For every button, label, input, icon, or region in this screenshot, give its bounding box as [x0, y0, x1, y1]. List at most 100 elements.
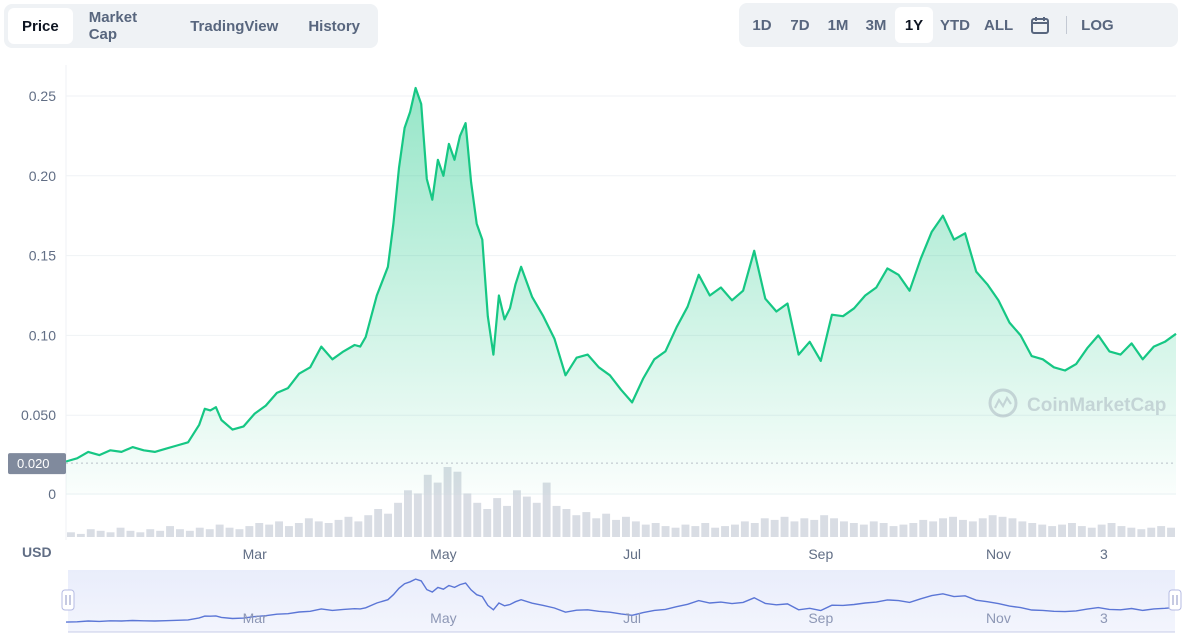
volume-bar	[820, 515, 829, 537]
volume-bars	[67, 467, 1175, 537]
range-7d[interactable]: 7D	[790, 16, 810, 34]
volume-bar	[146, 529, 155, 537]
volume-bar	[493, 498, 502, 537]
volume-bar	[978, 518, 987, 537]
volume-bar	[1147, 527, 1156, 537]
calendar-icon[interactable]	[1020, 7, 1060, 43]
range-1m[interactable]: 1M	[827, 16, 849, 34]
volume-bar	[542, 482, 551, 537]
volume-bar	[384, 513, 392, 537]
volume-bar	[334, 519, 343, 537]
tab-history[interactable]: History	[308, 17, 360, 35]
volume-bar	[76, 533, 85, 537]
volume-bar	[96, 530, 105, 537]
volume-bar	[988, 515, 997, 537]
y-tick-label: 0.25	[29, 88, 56, 104]
volume-bar	[572, 515, 581, 537]
volume-bar	[86, 529, 95, 537]
volume-bar	[354, 521, 363, 537]
volume-bar	[1127, 527, 1136, 537]
range-ytd[interactable]: YTD	[940, 16, 970, 34]
navigator-tick-label: May	[430, 610, 456, 626]
volume-bar	[473, 502, 482, 537]
volume-bar	[503, 505, 511, 537]
range-1d[interactable]: 1D	[752, 16, 772, 34]
volume-bar	[1068, 523, 1076, 537]
volume-bar	[731, 524, 739, 537]
volume-bar	[562, 509, 571, 537]
volume-bar	[780, 516, 789, 537]
volume-bar	[67, 532, 75, 537]
volume-bar	[859, 524, 868, 537]
volume-bar	[195, 527, 204, 537]
volume-bar	[215, 524, 224, 537]
volume-bar	[949, 516, 957, 537]
y-tick-label: 0.050	[21, 407, 56, 423]
volume-bar	[721, 526, 729, 537]
y-tick-label: 0.10	[29, 327, 56, 343]
tab-price[interactable]: Price	[8, 8, 73, 44]
navigator-tick-label: Nov	[986, 610, 1011, 626]
x-tick-label: Sep	[808, 546, 833, 562]
volume-bar	[879, 523, 888, 537]
price-line	[65, 86, 1177, 463]
volume-bar	[641, 524, 650, 537]
volume-bar	[235, 529, 244, 537]
volume-bar	[899, 524, 908, 537]
range-1y[interactable]: 1Y	[895, 7, 933, 43]
navigator-range[interactable]	[68, 570, 1175, 632]
volume-bar	[166, 526, 174, 537]
coinmarketcap-watermark: CoinMarketCap	[988, 388, 1166, 418]
volume-bar	[265, 524, 274, 537]
y-tick-label: 0	[48, 486, 56, 502]
volume-bar	[631, 521, 640, 537]
volume-bar	[671, 527, 680, 537]
volume-bar	[513, 490, 521, 537]
volume-bar	[324, 523, 333, 537]
volume-bar	[116, 527, 125, 537]
volume-bar	[225, 527, 234, 537]
volume-bar	[245, 526, 254, 537]
navigator-left-handle[interactable]	[61, 589, 75, 611]
log-scale-toggle[interactable]: LOG	[1081, 16, 1114, 34]
volume-bar	[1107, 523, 1116, 537]
tab-tradingview[interactable]: TradingView	[190, 17, 279, 35]
current-price-tag	[8, 453, 66, 475]
volume-bar	[156, 530, 165, 537]
navigator-right-handle[interactable]	[1168, 589, 1182, 611]
x-tick-label: May	[430, 546, 456, 562]
volume-bar	[1117, 526, 1126, 537]
volume-bar	[1157, 526, 1166, 537]
currency-label: USD	[22, 544, 52, 560]
volume-bar	[176, 529, 184, 537]
navigator-labels: Mar May Jul Sep Nov 3	[243, 610, 1108, 626]
volume-bar	[443, 467, 452, 537]
volume-bar	[701, 523, 710, 537]
volume-bar	[532, 502, 541, 537]
range-all[interactable]: ALL	[984, 16, 1014, 34]
volume-bar	[602, 513, 611, 537]
x-tick-label: Nov	[986, 546, 1011, 562]
volume-bar	[919, 519, 928, 537]
volume-bar	[869, 521, 878, 537]
volume-bar	[126, 530, 135, 537]
price-area	[66, 88, 1176, 495]
volume-bar	[830, 518, 838, 537]
volume-bar	[968, 521, 977, 537]
y-tick-label: 0.20	[29, 168, 56, 184]
volume-bar	[1097, 524, 1106, 537]
divider	[1066, 16, 1068, 34]
tab-market-cap[interactable]: Market Cap	[88, 9, 138, 43]
volume-bar	[800, 518, 809, 537]
volume-bar	[740, 521, 749, 537]
volume-bar	[750, 523, 759, 537]
volume-bar	[413, 493, 422, 537]
volume-bar	[304, 518, 313, 537]
navigator-line	[65, 578, 1177, 623]
range-3m[interactable]: 3M	[865, 16, 887, 34]
volume-bar	[404, 490, 412, 537]
volume-bar	[344, 516, 353, 537]
volume-bar	[849, 523, 858, 537]
volume-bar	[106, 532, 115, 537]
